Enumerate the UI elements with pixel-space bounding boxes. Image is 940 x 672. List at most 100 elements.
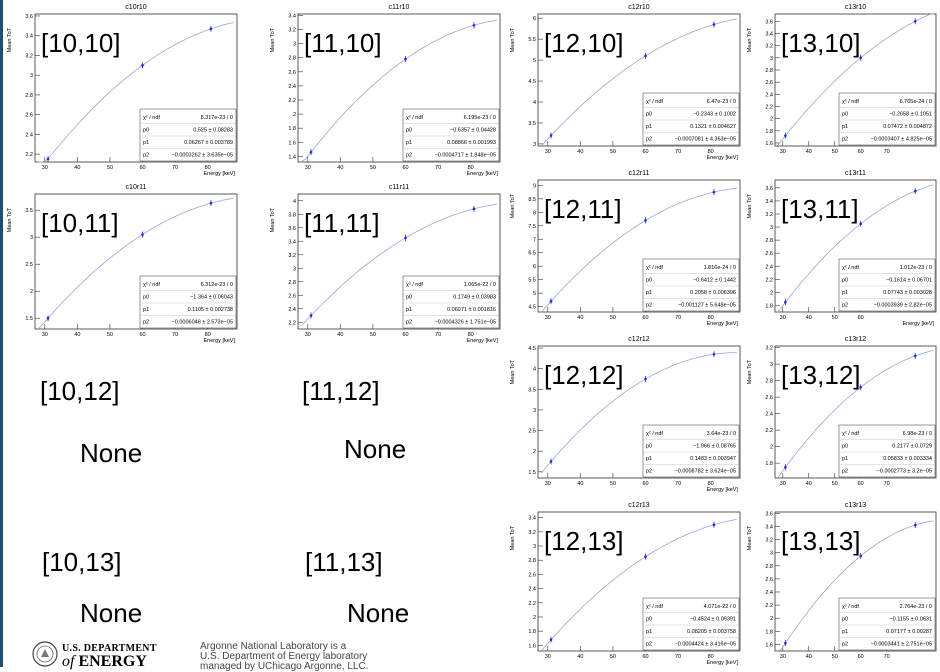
x-tick-label: 60 (642, 654, 648, 660)
chart-title: c13r13 (845, 502, 867, 509)
stats-value-p0: −0.1155 ± 0.0631 (889, 617, 932, 623)
x-tick-label: 40 (577, 481, 583, 487)
stats-name-p0: p0 (406, 128, 412, 134)
x-tick-label: 50 (610, 481, 616, 487)
x-tick-label: 60 (858, 149, 864, 155)
stats-name-p2: p2 (646, 469, 652, 475)
y-tick-label: 3.2 (765, 212, 773, 218)
chart-panel-c12r13: c12r13 1.6 1.8 2 2.2 2.4 2.6 2.8 3 3.2 3.4 30 40 50 60… (508, 498, 744, 667)
stats-name-p2: p2 (842, 642, 848, 648)
x-axis-title: Energy [keV] (903, 321, 935, 327)
data-point (712, 190, 716, 194)
x-tick-label: 80 (708, 654, 714, 660)
y-tick-label: 2.8 (765, 379, 773, 385)
chart-svg-c12r13: c12r13 1.6 1.8 2 2.2 2.4 2.6 2.8 3 3.2 3.4 30 40 50 60… (510, 502, 741, 666)
data-point (46, 316, 50, 320)
chart-panel-c13r11: c13r11 1.8 2 2.2 2.4 2.6 2.8 3 3.2 3.4 3.6 30 40 50 60… (745, 166, 940, 328)
stats-name-chi2: χ² / ndf (646, 99, 663, 105)
y-tick-label: 3.5 (528, 387, 536, 393)
y-tick-label: 3.4 (288, 239, 296, 245)
chart-panel-c13r10: c13r10 1.6 1.8 2 2.2 2.4 2.6 2.8 3 3.2 3.4 3.6 30 40 5… (745, 0, 940, 162)
stats-name-p1: p1 (646, 124, 652, 130)
x-tick-label: 30 (545, 315, 551, 321)
y-tick-label: 2.8 (528, 558, 536, 564)
x-tick-label: 30 (42, 165, 48, 171)
y-tick-label: 3.5 (528, 121, 536, 127)
missing-label-10-13: [10,13] (42, 547, 122, 577)
y-tick-label: 2.6 (765, 251, 773, 257)
stats-box (642, 597, 740, 651)
y-tick-label: 2.2 (288, 320, 296, 326)
x-tick-label: 40 (74, 332, 80, 338)
y-tick-label: 1.4 (288, 154, 296, 160)
y-tick-label: 7.5 (528, 224, 536, 230)
y-tick-label: 3 (533, 408, 536, 414)
x-tick-label: 60 (642, 315, 648, 321)
y-axis-title: Mean ToT (747, 193, 753, 218)
missing-status-10-12: None (80, 438, 143, 468)
y-tick-label: 3.8 (288, 212, 296, 218)
y-tick-label: 2 (770, 445, 773, 451)
cell-label-c12r11: [12,11] (544, 194, 622, 224)
stats-name-p2: p2 (406, 320, 412, 326)
y-tick-label: 2.6 (288, 70, 296, 76)
data-point (913, 19, 917, 23)
fit-curve (540, 352, 737, 474)
y-tick-label: 2 (533, 449, 536, 455)
y-tick-label: 2.4 (25, 132, 33, 138)
stats-value-p0: −1.966 ± 0.08765 (693, 444, 736, 450)
stats-box (838, 258, 936, 312)
stats-name-chi2: χ² / ndf (842, 265, 859, 271)
y-tick-label: 3.4 (765, 199, 773, 205)
stats-value-p2: −0.0006048 ± 2.573e−05 (172, 320, 233, 326)
stats-name-chi2: χ² / ndf (406, 282, 423, 288)
y-tick-label: 3.4 (765, 31, 773, 37)
stats-value-p2: −0.0003262 ± 3.635e−05 (172, 153, 233, 159)
x-tick-label: 60 (858, 481, 864, 487)
y-tick-label: 8.5 (528, 197, 536, 203)
y-axis-title: Mean ToT (7, 207, 13, 232)
x-tick-label: 80 (468, 332, 474, 338)
x-tick-label: 30 (305, 165, 311, 171)
stats-value-p2: −0.0004326 ± 1.751e−05 (435, 320, 496, 326)
y-tick-label: 3 (533, 142, 536, 148)
chart-svg-c13r13: c13r13 1.6 1.8 2 2.2 2.4 2.6 2.8 3 3.2 3.4 3.6 30 40 5… (747, 502, 937, 660)
y-tick-label: 2.4 (765, 412, 773, 418)
x-tick-label: 80 (708, 149, 714, 155)
stats-name-p0: p0 (143, 295, 149, 301)
missing-status-10-13: None (80, 598, 143, 628)
x-tick-label: 30 (545, 149, 551, 155)
stats-name-p0: p0 (646, 112, 652, 118)
fit-curve (777, 184, 934, 313)
chart-title: c10r10 (125, 4, 147, 11)
y-tick-label: 2.2 (288, 98, 296, 104)
chart-title: c13r12 (845, 336, 867, 343)
y-tick-label: 2.6 (765, 577, 773, 583)
stats-name-p2: p2 (646, 303, 652, 309)
chart-title: c12r13 (628, 502, 650, 509)
y-tick-label: 1.6 (288, 140, 296, 146)
x-tick-label: 50 (832, 149, 838, 155)
chart-panel-c12r10: c12r10 3 3.5 4 4.5 5 5.5 6 30 40 50 60 70 80 Mean ToT E… (508, 0, 744, 162)
x-tick-label: 30 (42, 332, 48, 338)
y-tick-label: 5 (533, 58, 536, 64)
data-point (309, 314, 313, 317)
chart-title: c11r11 (389, 184, 409, 191)
fit-curve (540, 519, 737, 652)
y-tick-label: 2.4 (288, 84, 296, 90)
x-tick-label: 40 (806, 481, 812, 487)
y-tick-label: 6.5 (528, 251, 536, 257)
y-tick-label: 2 (533, 615, 536, 621)
data-point (141, 64, 144, 67)
data-point (859, 56, 862, 60)
stats-value-p2: −0.0008782 ± 3.624e−05 (675, 469, 736, 475)
stats-value-chi2: 1.816e-24 / 0 (704, 265, 736, 271)
y-axis-title: Mean ToT (270, 27, 276, 52)
stats-value-chi2: 1.065e-22 / 0 (464, 282, 496, 288)
cell-label-c12r13: [12,13] (544, 526, 624, 556)
x-tick-label: 80 (468, 165, 474, 171)
stats-value-chi2: 1.012e-23 / 0 (900, 265, 932, 271)
stats-box (139, 275, 237, 329)
x-tick-label: 80 (708, 315, 714, 321)
fit-curve (301, 19, 497, 163)
